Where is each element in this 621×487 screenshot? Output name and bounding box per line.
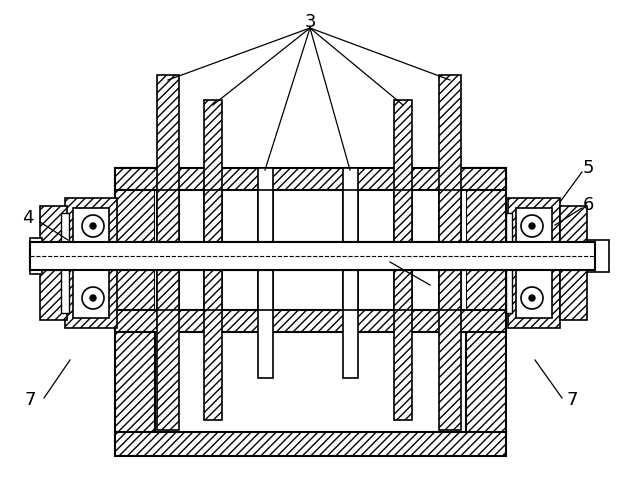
Bar xyxy=(155,190,466,310)
Bar xyxy=(30,242,595,270)
Bar xyxy=(115,432,506,456)
Bar xyxy=(61,213,69,313)
Text: 7: 7 xyxy=(566,391,578,409)
Circle shape xyxy=(90,295,96,301)
Circle shape xyxy=(529,223,535,229)
Bar xyxy=(65,198,117,328)
Bar xyxy=(115,310,506,332)
Bar xyxy=(516,208,552,318)
Bar xyxy=(258,168,273,378)
Bar xyxy=(394,190,412,310)
Bar xyxy=(204,100,222,420)
Bar xyxy=(439,190,461,310)
Bar xyxy=(204,190,222,310)
Text: 3: 3 xyxy=(304,13,315,31)
Text: 4: 4 xyxy=(22,209,34,227)
Bar xyxy=(508,198,560,328)
Bar xyxy=(157,75,179,430)
Text: 6: 6 xyxy=(582,196,594,214)
Bar xyxy=(30,242,595,270)
Text: 5: 5 xyxy=(582,159,594,177)
Bar xyxy=(343,168,358,378)
Circle shape xyxy=(90,223,96,229)
Bar xyxy=(587,240,609,272)
Bar xyxy=(258,190,273,310)
Bar xyxy=(30,238,42,274)
Bar xyxy=(560,206,587,320)
Bar xyxy=(115,168,155,435)
Bar xyxy=(343,190,358,310)
Bar xyxy=(115,168,506,190)
Bar xyxy=(40,206,67,320)
Bar xyxy=(394,100,412,420)
Text: 7: 7 xyxy=(24,391,36,409)
Bar xyxy=(466,168,506,435)
Bar xyxy=(506,213,512,313)
Bar xyxy=(157,190,179,310)
Circle shape xyxy=(529,295,535,301)
Bar xyxy=(439,75,461,430)
Bar xyxy=(73,208,109,318)
